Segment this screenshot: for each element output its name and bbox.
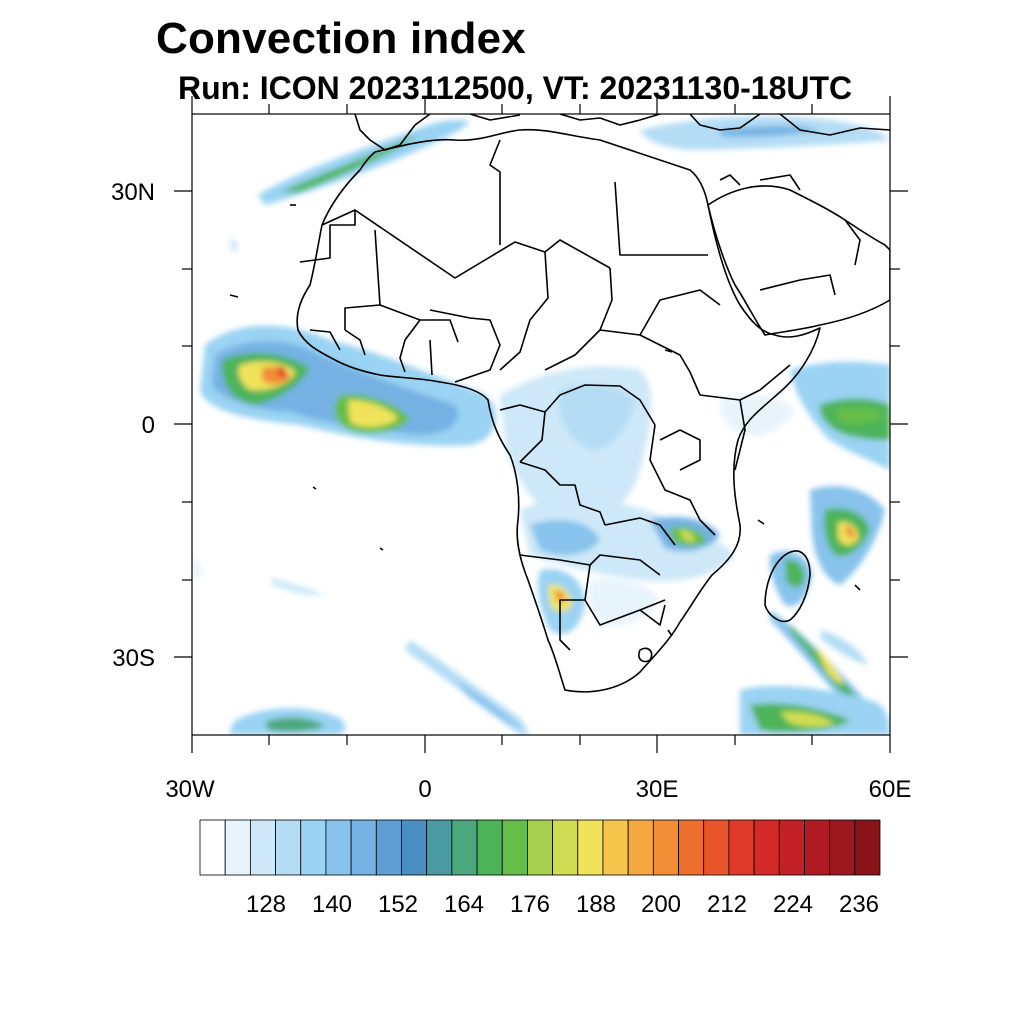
colorbar-label: 224 — [773, 891, 813, 918]
colorbar-label: 164 — [444, 891, 484, 918]
lon-label-30e: 30E — [636, 776, 679, 803]
colorbar-swatch — [275, 819, 302, 876]
colorbar-label: 152 — [378, 891, 418, 918]
colorbar-swatch — [678, 819, 705, 876]
colorbar-swatch — [527, 819, 553, 876]
colorbar-swatch — [199, 819, 226, 876]
chart-subtitle: Run: ICON 2023112500, VT: 20231130-18UTC — [178, 70, 853, 106]
colorbar-swatch — [703, 819, 730, 876]
map-frame — [174, 96, 908, 753]
lat-label-30s: 30S — [112, 645, 155, 672]
colorbar-label: 128 — [246, 891, 286, 918]
colorbar-swatch — [627, 819, 654, 876]
north-africa-borders — [299, 209, 356, 263]
lat-label-30n: 30N — [111, 179, 155, 206]
colorbar-swatch — [426, 819, 453, 876]
colorbar-swatch — [728, 819, 755, 876]
colorbar-swatch — [753, 819, 780, 876]
convection-field — [192, 116, 890, 735]
colorbar-label: 200 — [641, 891, 681, 918]
colorbar-swatch — [325, 819, 352, 876]
chart-title: Convection index — [156, 14, 526, 63]
colorbar-swatch — [375, 819, 402, 876]
africa-coastline — [296, 128, 821, 693]
colorbar-swatch — [602, 819, 629, 876]
colorbar-swatch — [577, 819, 604, 876]
colorbar-label: 212 — [707, 891, 747, 918]
colorbar-swatch — [476, 819, 503, 876]
colorbar-swatch — [249, 819, 276, 876]
colorbar-swatch — [300, 819, 327, 876]
colorbar-swatch — [804, 819, 831, 876]
colorbar-swatch — [350, 819, 377, 876]
colorbar-label: 188 — [576, 891, 616, 918]
colorbar-swatch — [451, 819, 478, 876]
colorbar-swatch — [401, 819, 428, 876]
colorbar-swatch — [854, 819, 881, 876]
colorbar-swatch — [829, 819, 856, 876]
europe-coast — [354, 114, 431, 151]
arabia — [707, 185, 890, 336]
colorbar — [199, 819, 881, 876]
colorbar-swatch — [552, 819, 579, 876]
colorbar-swatch — [224, 819, 251, 876]
colorbar-label: 176 — [510, 891, 550, 918]
lon-label-0: 0 — [418, 776, 431, 803]
colorbar-label: 236 — [839, 891, 879, 918]
lon-label-60e: 60E — [869, 776, 912, 803]
colorbar-swatch — [501, 819, 528, 876]
madagascar — [764, 550, 811, 623]
coastlines-borders — [229, 114, 890, 693]
colorbar-swatch — [652, 819, 679, 876]
lat-label-0: 0 — [142, 412, 155, 439]
colorbar-label: 140 — [312, 891, 352, 918]
colorbar-swatch — [778, 819, 805, 876]
lon-label-30w: 30W — [165, 776, 215, 803]
